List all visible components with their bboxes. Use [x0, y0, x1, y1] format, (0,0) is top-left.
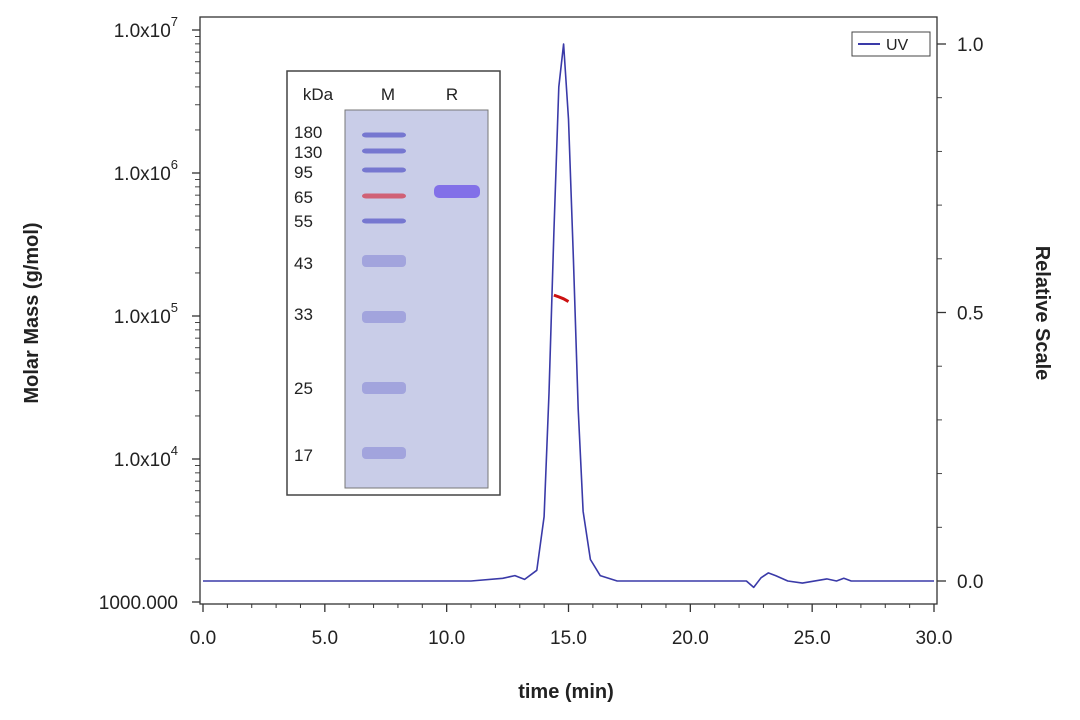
x-tick-label: 5.0: [312, 628, 338, 649]
x-tick-label: 20.0: [672, 628, 709, 649]
y-right-axis-label: Relative Scale: [1031, 246, 1053, 381]
marker-band: [362, 148, 406, 154]
y-left-tick-label: 1.0x105: [114, 300, 178, 328]
marker-size-label: 17: [294, 446, 313, 465]
series-layer: [203, 43, 934, 589]
x-tick-label: 30.0: [916, 628, 953, 649]
legend: UV: [851, 31, 931, 57]
y-right-tick-label: 0.0: [957, 572, 983, 593]
marker-size-label: 25: [294, 379, 313, 398]
x-tick-label: 25.0: [794, 628, 831, 649]
marker-size-label: 55: [294, 212, 313, 231]
marker-size-label: 65: [294, 188, 313, 207]
marker-band: [362, 218, 406, 224]
marker-size-label: 130: [294, 143, 322, 162]
marker-band: [362, 167, 406, 173]
y-left-tick-label: 1000.000: [99, 593, 178, 614]
series-line-uv: [203, 43, 934, 589]
inset-unit-label: kDa: [303, 85, 334, 104]
y-right-ticks: 0.0 0.5 1.0: [937, 35, 983, 593]
sample-band: [434, 185, 480, 198]
y-left-tick-label: 1.0x104: [114, 443, 178, 471]
marker-band: [362, 255, 406, 267]
series-line-molar-mass: [553, 293, 570, 303]
marker-band: [362, 193, 406, 199]
marker-size-label: 180: [294, 123, 322, 142]
x-tick-label: 10.0: [428, 628, 465, 649]
y-right-tick-label: 1.0: [957, 35, 983, 56]
x-ticks: 0.0 5.0 10.0 15.0 20.0 25.0 30.0: [190, 604, 953, 649]
inset-lane-r-label: R: [446, 85, 458, 104]
inset-lane-m-label: M: [381, 85, 395, 104]
x-tick-label: 15.0: [550, 628, 587, 649]
marker-band: [362, 132, 406, 138]
y-left-tick-label: 1.0x107: [114, 14, 178, 42]
gel-lane-area: [344, 109, 489, 489]
marker-size-label: 33: [294, 305, 313, 324]
y-left-axis-label: Molar Mass (g/mol): [21, 222, 43, 403]
marker-size-label: 95: [294, 163, 313, 182]
marker-band: [362, 447, 406, 459]
marker-band: [362, 382, 406, 394]
y-right-tick-label: 0.5: [957, 304, 983, 325]
marker-band: [362, 311, 406, 323]
legend-entry-uv: UV: [886, 37, 909, 54]
x-axis-label: time (min): [518, 681, 614, 703]
x-tick-label: 0.0: [190, 628, 216, 649]
y-left-ticks: 1000.000 1.0x104 1.0x105 1.0x106 1.0x107: [99, 14, 200, 614]
y-left-tick-label: 1.0x106: [114, 157, 178, 185]
marker-size-label: 43: [294, 254, 313, 273]
